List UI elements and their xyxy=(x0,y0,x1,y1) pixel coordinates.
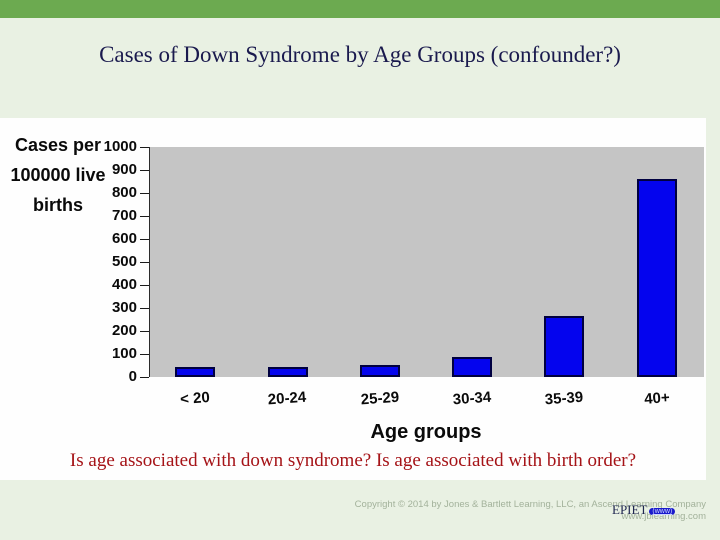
y-tick-mark xyxy=(140,193,149,194)
y-tick-label: 700 xyxy=(111,207,137,224)
x-tick-label: 40+ xyxy=(643,389,671,408)
y-tick-mark xyxy=(140,239,149,240)
bar-40+ xyxy=(637,179,677,377)
epiet-label: EPIET (www) xyxy=(612,502,676,518)
epiet-www-link[interactable]: (www) xyxy=(649,508,676,515)
chart-panel: Cases per 100000 live births 1000 900 800 7… xyxy=(0,118,706,480)
y-tick-mark xyxy=(140,285,149,286)
bar-< 20 xyxy=(175,367,215,377)
copyright-line1: Copyright © 2014 by Jones & Bartlett Lea… xyxy=(354,499,706,510)
bar-20-24 xyxy=(268,367,308,377)
copyright: Copyright © 2014 by Jones & Bartlett Lea… xyxy=(355,499,706,522)
x-tick-label: 20-24 xyxy=(267,388,307,409)
bar-25-29 xyxy=(360,365,400,377)
x-tick-label: 30-34 xyxy=(452,388,492,409)
y-tick-mark xyxy=(140,147,149,148)
x-tick-label: 25-29 xyxy=(360,388,400,409)
x-axis-title: Age groups xyxy=(370,421,482,443)
x-tick-label: < 20 xyxy=(179,388,211,409)
top-accent-bar xyxy=(0,0,720,18)
y-tick-label: 500 xyxy=(111,253,137,270)
y-tick-mark xyxy=(140,170,149,171)
epiet-text: EPIET xyxy=(612,502,648,517)
y-tick-mark xyxy=(140,354,149,355)
y-tick-label: 1000 xyxy=(103,138,137,155)
bar-35-39 xyxy=(544,316,584,377)
y-tick-label: 800 xyxy=(111,184,137,201)
bar-30-34 xyxy=(452,357,492,377)
copyright-line2: www.jblearning.com xyxy=(621,510,706,522)
y-axis-title: Cases per 100000 live births xyxy=(10,135,106,215)
y-tick-label: 100 xyxy=(111,345,137,362)
y-tick-label: 900 xyxy=(111,161,137,178)
y-tick-label: 0 xyxy=(128,368,137,385)
question-text: Is age associated with down syndrome? Is… xyxy=(69,450,637,471)
y-tick-mark xyxy=(140,216,149,217)
y-tick-mark xyxy=(140,331,149,332)
plot-area xyxy=(149,147,704,377)
x-tick-label: 35-39 xyxy=(544,388,584,409)
y-tick-label: 200 xyxy=(111,322,137,339)
y-tick-mark xyxy=(140,262,149,263)
y-tick-mark xyxy=(140,377,149,378)
y-tick-label: 300 xyxy=(111,299,137,316)
slide-title: Cases of Down Syndrome by Age Groups (co… xyxy=(99,42,621,67)
y-tick-label: 600 xyxy=(111,230,137,247)
y-tick-label: 400 xyxy=(111,276,137,293)
y-tick-mark xyxy=(140,308,149,309)
